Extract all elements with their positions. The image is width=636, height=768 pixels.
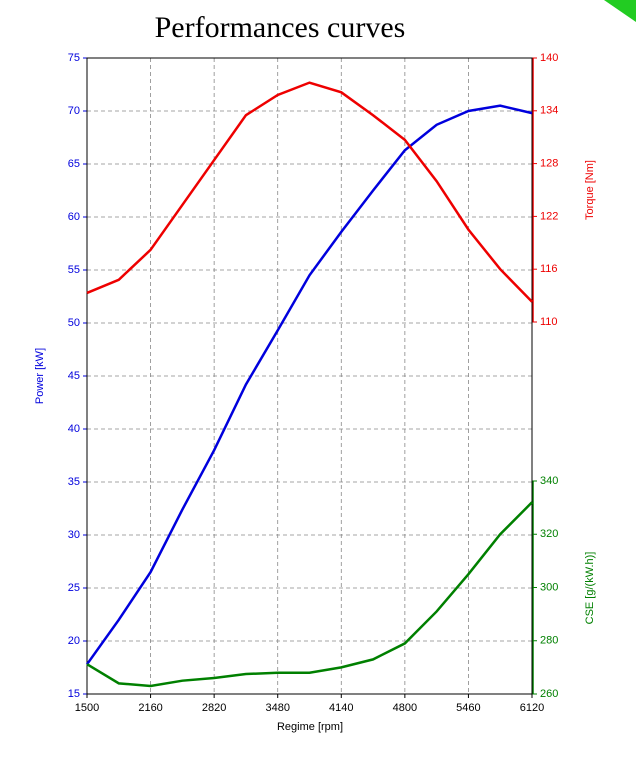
y3-tick-label: 300	[540, 581, 558, 593]
x-tick-label: 4800	[393, 702, 417, 714]
y3-axis-label: CSE [g/(kW.h)]	[584, 552, 596, 625]
x-tick-label: 5460	[456, 702, 480, 714]
y-tick-label: 25	[68, 582, 80, 594]
y3-tick-label: 320	[540, 528, 558, 540]
series-line	[86, 501, 533, 688]
y3-tick-label: 340	[540, 475, 558, 487]
y3-tick-label: 280	[540, 635, 558, 647]
x-tick-label: 4140	[329, 702, 353, 714]
plot-frame	[86, 57, 533, 695]
y2-tick-label: 128	[540, 158, 558, 170]
chart-title: Performances curves	[155, 11, 406, 44]
x-tick-label: 3480	[265, 702, 289, 714]
y-tick-label: 15	[68, 688, 80, 700]
y2-axis-label: Torque [Nm]	[584, 160, 596, 220]
y-axis-label: Power [kW]	[34, 348, 46, 404]
x-tick-label: 2160	[138, 702, 162, 714]
x-tick-label: 2820	[202, 702, 226, 714]
y2-tick-label: 116	[540, 263, 558, 275]
x-axis-label: Regime [rpm]	[277, 721, 343, 733]
y-tick-label: 70	[68, 105, 80, 117]
y3-tick-label: 260	[540, 688, 558, 700]
series-line	[86, 81, 533, 303]
y2-tick-label: 140	[540, 52, 558, 64]
y2-tick-label: 134	[540, 105, 558, 117]
y-tick-label: 50	[68, 317, 80, 329]
y-tick-label: 40	[68, 423, 80, 435]
y-tick-label: 45	[68, 370, 80, 382]
y-tick-label: 65	[68, 158, 80, 170]
y-tick-label: 35	[68, 476, 80, 488]
x-tick-label: 1500	[75, 702, 99, 714]
series-line	[85, 104, 533, 666]
x-tick-label: 6120	[520, 702, 544, 714]
y-tick-label: 75	[68, 52, 80, 64]
y-tick-label: 55	[68, 264, 80, 276]
y2-tick-label: 110	[540, 316, 558, 328]
y-tick-label: 20	[68, 635, 80, 647]
y2-tick-label: 122	[540, 210, 558, 222]
y-tick-label: 30	[68, 529, 80, 541]
y-tick-label: 60	[68, 211, 80, 223]
corner-marker	[604, 0, 636, 22]
